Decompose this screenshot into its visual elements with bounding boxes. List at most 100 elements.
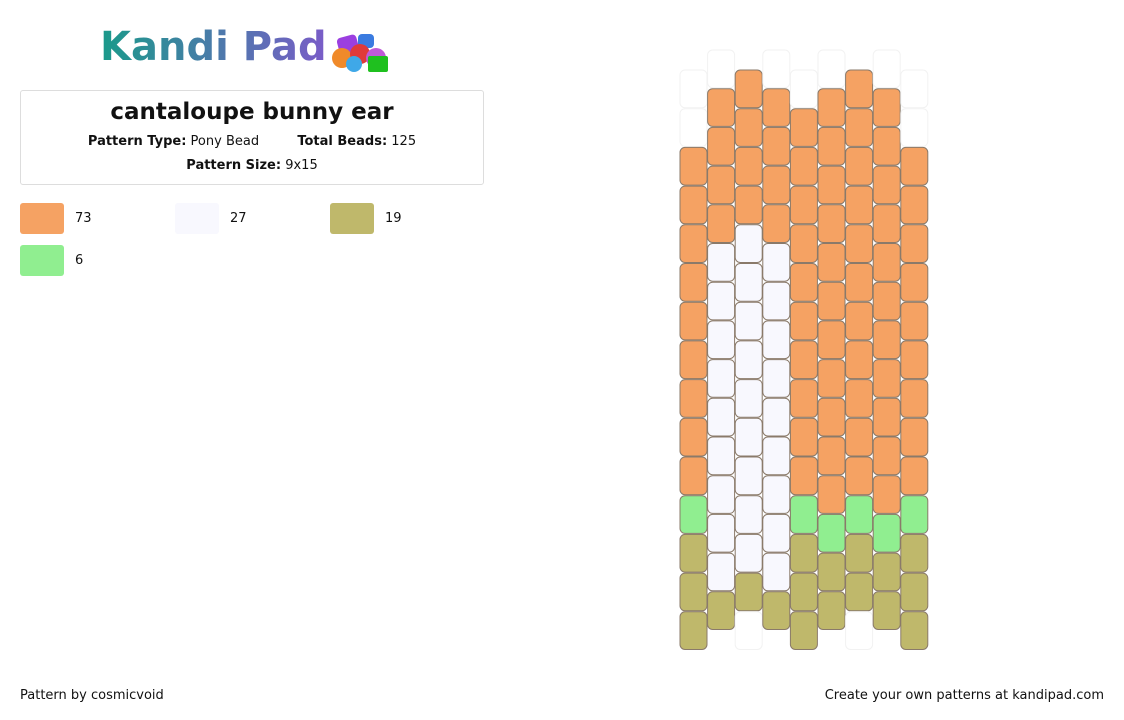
- bead: [762, 436, 791, 476]
- bead: [845, 456, 874, 496]
- bead: [817, 436, 846, 476]
- bead: [679, 146, 708, 186]
- bead: [789, 185, 818, 225]
- bead: [734, 456, 763, 496]
- bead: [707, 320, 736, 360]
- color-swatch: [175, 203, 219, 234]
- bead: [707, 281, 736, 321]
- bead: [762, 397, 791, 437]
- bead: [817, 397, 846, 437]
- empty-bead: [789, 69, 818, 109]
- bead: [845, 340, 874, 380]
- bead: [900, 456, 929, 496]
- color-count: 73: [75, 211, 92, 226]
- value: 9x15: [285, 158, 318, 173]
- empty-bead: [900, 108, 929, 147]
- author: Pattern by cosmicvoid: [20, 688, 164, 703]
- bead: [762, 126, 791, 166]
- logo[interactable]: Kandi Pad: [100, 24, 327, 70]
- bead: [872, 88, 901, 127]
- bead: [789, 301, 818, 341]
- bead: [900, 340, 929, 380]
- empty-bead: [679, 108, 708, 147]
- bead: [789, 572, 818, 612]
- bead: [845, 495, 874, 534]
- bead: [872, 281, 901, 321]
- bead: [872, 397, 901, 437]
- bead: [817, 475, 846, 514]
- logo-beads: [332, 34, 388, 72]
- bead: [789, 495, 818, 534]
- bead: [872, 591, 901, 630]
- bead: [707, 436, 736, 476]
- bead: [900, 185, 929, 225]
- empty-bead: [679, 69, 708, 109]
- bead: [845, 301, 874, 341]
- bead: [789, 417, 818, 457]
- empty-bead: [762, 49, 791, 89]
- empty-bead: [900, 69, 929, 109]
- bead: [872, 475, 901, 514]
- bead: [900, 572, 929, 612]
- empty-bead: [845, 611, 874, 650]
- bead: [707, 88, 736, 127]
- bead: [789, 146, 818, 186]
- bead: [734, 572, 763, 612]
- bead: [707, 475, 736, 514]
- bead: [707, 243, 736, 282]
- bead: [762, 552, 791, 592]
- bead: [817, 243, 846, 282]
- color-swatch: [20, 203, 64, 234]
- bead: [679, 533, 708, 573]
- empty-bead: [707, 49, 736, 89]
- bead: [900, 263, 929, 302]
- bead: [679, 379, 708, 418]
- bead: [817, 204, 846, 244]
- bead: [845, 185, 874, 225]
- bead: [845, 146, 874, 186]
- bead: [707, 126, 736, 166]
- bead: [817, 591, 846, 630]
- color-count: 6: [75, 253, 84, 268]
- bead: [762, 359, 791, 398]
- bead: [872, 552, 901, 592]
- bead: [845, 263, 874, 302]
- bead: [707, 165, 736, 205]
- bead: [734, 185, 763, 225]
- bead: [845, 572, 874, 612]
- bead: [817, 126, 846, 166]
- bead: [762, 204, 791, 244]
- bead: [817, 320, 846, 360]
- bead: [789, 108, 818, 147]
- bead: [817, 513, 846, 553]
- bead: [679, 340, 708, 380]
- color-count: 27: [230, 211, 247, 226]
- label: Total Beads:: [297, 134, 388, 149]
- bead: [789, 533, 818, 573]
- bead: [679, 611, 708, 650]
- bead: [762, 475, 791, 514]
- bead: [900, 417, 929, 457]
- bead: [872, 359, 901, 398]
- label: Pattern Size:: [186, 158, 282, 173]
- bead: [734, 263, 763, 302]
- bead: [734, 69, 763, 109]
- info-row: Pattern Type: Pony Bead Total Beads: 125: [21, 134, 483, 149]
- empty-bead: [817, 49, 846, 89]
- bead: [872, 204, 901, 244]
- bead: [679, 456, 708, 496]
- bead: [734, 417, 763, 457]
- bead: [734, 224, 763, 264]
- bead: [762, 281, 791, 321]
- bead: [872, 436, 901, 476]
- bead: [707, 513, 736, 553]
- color-swatch: [20, 245, 64, 276]
- bead: [679, 572, 708, 612]
- bead-grid: [679, 49, 929, 650]
- bead: [762, 320, 791, 360]
- bead: [679, 495, 708, 534]
- empty-bead: [734, 611, 763, 650]
- bead: [789, 340, 818, 380]
- bead: [707, 397, 736, 437]
